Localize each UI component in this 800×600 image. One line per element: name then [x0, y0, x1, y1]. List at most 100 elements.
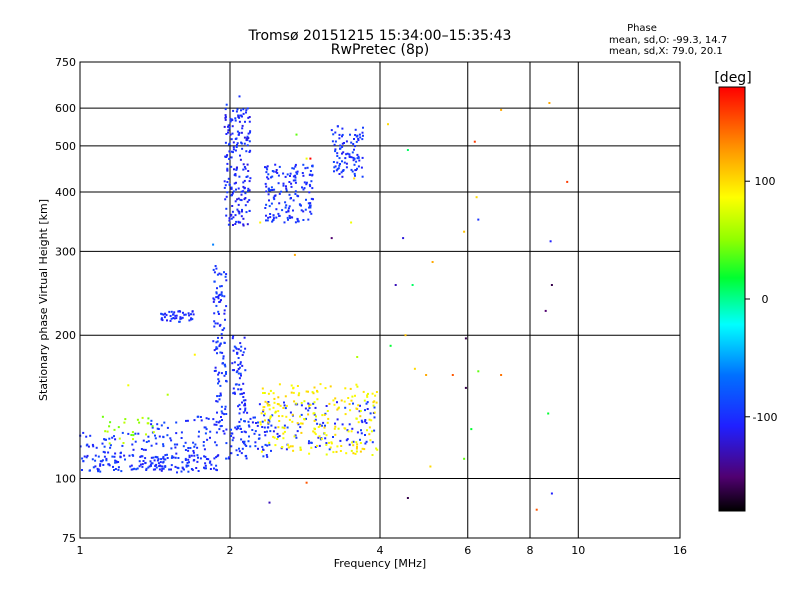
echo-point — [373, 416, 376, 419]
echo-point — [132, 448, 135, 451]
echo-point — [213, 280, 216, 283]
echo-point — [236, 144, 238, 146]
echo-point — [304, 167, 307, 170]
echo-point — [213, 349, 216, 352]
echo-point — [238, 366, 241, 369]
echo-point — [463, 230, 466, 233]
echo-point — [304, 208, 307, 211]
echo-point — [181, 461, 184, 464]
y-axis-label: Stationary phase Virtual Height [km] — [37, 199, 50, 401]
y-tick-label: 750 — [55, 56, 76, 69]
echo-point — [313, 413, 316, 416]
echo-point — [232, 148, 235, 151]
echo-point — [190, 313, 192, 316]
x-tick-label: 4 — [377, 544, 384, 557]
echo-point — [296, 170, 299, 173]
echo-point — [177, 310, 180, 313]
echo-point — [149, 463, 152, 466]
echo-point — [209, 436, 211, 439]
echo-point — [175, 421, 178, 424]
echo-point — [145, 433, 147, 436]
echo-point — [245, 111, 247, 114]
echo-point — [232, 436, 235, 439]
echo-point — [264, 419, 266, 422]
echo-point — [97, 455, 100, 458]
echo-point — [277, 182, 280, 185]
echo-point — [119, 456, 122, 459]
echo-point — [254, 441, 257, 444]
echo-point — [332, 399, 335, 402]
echo-point — [212, 243, 215, 246]
echo-point — [242, 382, 245, 385]
echo-point — [242, 399, 245, 402]
echo-point — [376, 448, 379, 451]
echo-point — [261, 387, 264, 390]
echo-point — [255, 422, 257, 424]
echo-point — [218, 428, 221, 431]
echo-point — [294, 181, 297, 184]
echo-point — [162, 460, 165, 463]
echo-point — [341, 152, 343, 155]
echo-point — [248, 199, 251, 202]
echo-point — [308, 440, 310, 443]
echo-point — [240, 109, 242, 112]
echo-point — [114, 468, 117, 470]
echo-point — [218, 301, 221, 303]
echo-point — [240, 131, 243, 134]
echo-point — [272, 217, 275, 220]
echo-point — [308, 173, 311, 176]
echo-point — [154, 434, 156, 437]
echo-point — [301, 422, 304, 425]
echo-point — [320, 437, 323, 440]
echo-point — [217, 313, 220, 315]
echo-point — [113, 428, 116, 431]
echo-point — [217, 310, 220, 313]
echo-point — [215, 346, 218, 349]
echo-point — [273, 397, 276, 400]
echo-point — [244, 455, 247, 458]
echo-point — [181, 316, 184, 319]
colorbar — [718, 86, 746, 512]
echo-point — [209, 460, 212, 463]
echo-point — [368, 418, 371, 421]
echo-point — [215, 444, 218, 447]
x-tick-label: 6 — [464, 544, 471, 557]
echo-point — [150, 419, 153, 422]
echo-point — [231, 432, 234, 435]
echo-point — [355, 417, 358, 420]
echo-point — [313, 431, 316, 434]
echo-point — [344, 406, 347, 409]
echo-point — [227, 125, 229, 128]
echo-point — [237, 405, 240, 408]
echo-point — [302, 188, 305, 191]
echo-point — [272, 406, 275, 409]
echo-point — [275, 216, 278, 219]
echo-point — [233, 391, 236, 394]
echo-point — [108, 437, 111, 440]
echo-point — [278, 192, 281, 195]
echo-point — [260, 412, 263, 415]
echo-point — [299, 446, 302, 449]
echo-point — [355, 441, 358, 444]
echo-point — [387, 123, 389, 126]
echo-point — [333, 403, 336, 406]
echo-point — [225, 413, 228, 415]
echo-point — [245, 457, 248, 460]
echo-point — [223, 342, 226, 344]
echo-point — [83, 455, 86, 458]
echo-point — [145, 467, 148, 470]
echo-point — [142, 439, 145, 442]
echo-point — [170, 464, 173, 467]
echo-point — [307, 413, 310, 416]
echo-point — [230, 452, 233, 455]
echo-point — [240, 345, 243, 348]
echo-point — [550, 492, 553, 495]
echo-point — [231, 192, 234, 195]
echo-point — [132, 434, 135, 437]
echo-point — [176, 471, 178, 474]
echo-point — [239, 158, 242, 161]
echo-point — [309, 170, 312, 172]
echo-point — [264, 166, 266, 169]
echo-point — [285, 415, 288, 418]
echo-point — [239, 372, 242, 375]
